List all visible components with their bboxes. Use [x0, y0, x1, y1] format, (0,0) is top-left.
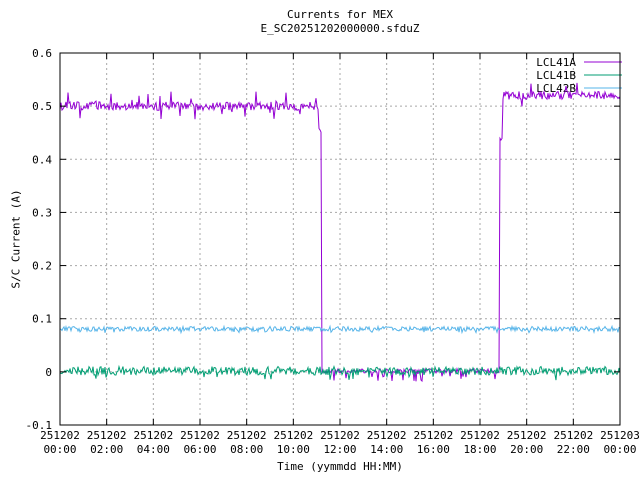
y-tick-label-0.6: 0.6 — [32, 47, 52, 60]
x-tick-label-date: 251202 — [133, 429, 173, 442]
x-tick-label-date: 251203 — [600, 429, 640, 442]
x-tick-label-time: 00:00 — [603, 443, 636, 456]
x-tick-label-time: 18:00 — [463, 443, 496, 456]
series-LCL42B — [59, 324, 621, 335]
x-tick-label-date: 251202 — [227, 429, 267, 442]
x-tick-label-date: 251202 — [460, 429, 500, 442]
series-LCL41A — [59, 82, 621, 383]
legend-label-LCL41B: LCL41B — [536, 69, 576, 82]
x-axis-label: Time (yymmdd HH:MM) — [277, 460, 403, 473]
x-tick-label-time: 06:00 — [183, 443, 216, 456]
x-tick-label-time: 02:00 — [90, 443, 123, 456]
y-tick-label-0: 0 — [45, 366, 52, 379]
x-tick-label-date: 251202 — [40, 429, 80, 442]
legend-label-LCL41A: LCL41A — [536, 56, 576, 69]
legend-label-LCL42B: LCL42B — [536, 82, 576, 95]
chart-subtitle: E_SC20251202000000.sfduZ — [260, 22, 420, 35]
x-tick-label-time: 00:00 — [43, 443, 76, 456]
y-tick-label-0.4: 0.4 — [32, 153, 52, 166]
x-tick-label-date: 251202 — [87, 429, 127, 442]
y-tick-label-0.5: 0.5 — [32, 100, 52, 113]
x-tick-label-date: 251202 — [507, 429, 547, 442]
y-tick-label-0.3: 0.3 — [32, 206, 52, 219]
x-tick-label-date: 251202 — [320, 429, 360, 442]
x-tick-label-date: 251202 — [367, 429, 407, 442]
x-tick-label-time: 12:00 — [323, 443, 356, 456]
x-tick-label-time: 22:00 — [557, 443, 590, 456]
x-tick-label-time: 08:00 — [230, 443, 263, 456]
x-tick-label-time: 16:00 — [417, 443, 450, 456]
x-tick-label-time: 14:00 — [370, 443, 403, 456]
x-tick-label-date: 251202 — [553, 429, 593, 442]
x-tick-label-time: 04:00 — [137, 443, 170, 456]
series-LCL41B — [59, 364, 621, 381]
x-tick-label-date: 251202 — [413, 429, 453, 442]
y-tick-label-0.2: 0.2 — [32, 260, 52, 273]
chart-title: Currents for MEX — [287, 8, 393, 21]
x-tick-label-time: 20:00 — [510, 443, 543, 456]
x-tick-label-date: 251202 — [180, 429, 220, 442]
y-tick-label--0.1: -0.1 — [26, 419, 53, 432]
x-tick-label-date: 251202 — [273, 429, 313, 442]
y-tick-label-0.1: 0.1 — [32, 313, 52, 326]
x-tick-label-time: 10:00 — [277, 443, 310, 456]
